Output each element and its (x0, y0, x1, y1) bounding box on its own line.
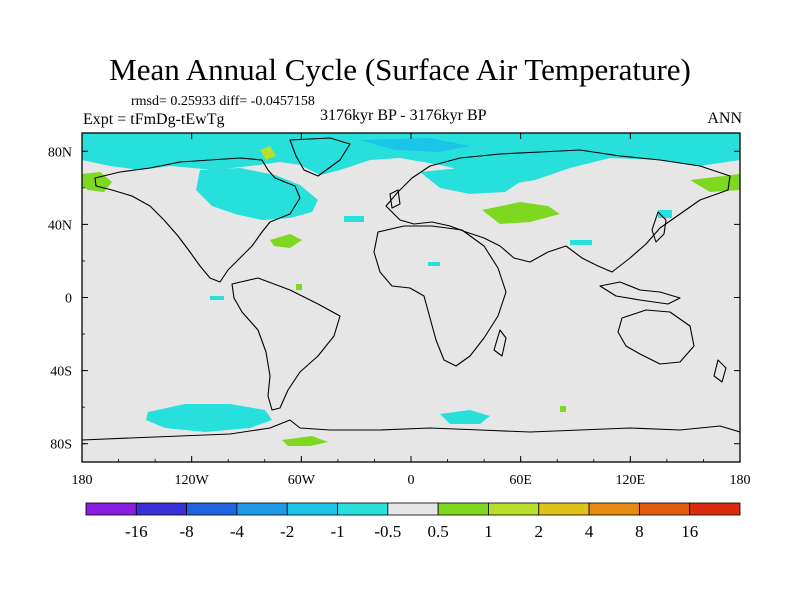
y-tick-label: 40N (48, 218, 72, 233)
colorbar-label: -2 (280, 522, 294, 541)
colorbar-label: 1 (484, 522, 493, 541)
colorbar-label: -0.5 (374, 522, 401, 541)
arctic-cooling-region (82, 133, 740, 186)
colorbar-label: 0.5 (428, 522, 449, 541)
colorbar: -16 -8 -4 -2 -1 -0.5 0.5 1 2 4 8 16 (85, 502, 741, 541)
coast-africa (373, 225, 507, 367)
central-asia-warming-region (482, 202, 560, 224)
coast-new-zealand (713, 359, 727, 383)
coast-maritime-continent (599, 281, 681, 305)
colorbar-swatch (286, 502, 338, 516)
greenland-warming-spot (260, 146, 276, 160)
season-label: ANN (707, 110, 742, 127)
small-cooling-patch (210, 296, 224, 300)
antarctic-warming-patch (282, 436, 328, 446)
colorbar-label: -16 (125, 522, 148, 541)
x-tick-label: 180 (730, 473, 751, 488)
colorbar-swatch (135, 502, 188, 516)
x-tick-label: 60E (509, 473, 532, 488)
coast-british-isles (389, 189, 401, 209)
colorbar-swatch (337, 502, 389, 516)
coast-south-america (231, 277, 341, 411)
stats-line: rmsd= 0.25933 diff= -0.0457158 (131, 94, 315, 109)
x-tick-label: 0 (408, 473, 415, 488)
east-siberia-warming-region (690, 174, 740, 192)
atlantic-warming-patch (270, 234, 302, 248)
colorbar-swatch (85, 502, 137, 516)
x-tick-label: 120W (175, 473, 210, 488)
small-cooling-patch (658, 210, 672, 218)
colorbar-label: -8 (180, 522, 194, 541)
coast-greenland (289, 137, 351, 177)
southern-ocean-cooling-region (146, 404, 272, 432)
colorbar-swatch (689, 502, 741, 516)
north-america-cooling-region (196, 168, 318, 220)
x-tick-label: 180 (72, 473, 93, 488)
small-cooling-patch (428, 262, 440, 266)
alaska-warming-region (82, 172, 112, 192)
colorbar-label: -4 (230, 522, 245, 541)
colorbar-swatch (387, 502, 439, 516)
chart-title: Mean Annual Cycle (Surface Air Temperatu… (109, 52, 691, 87)
colorbar-swatch (488, 502, 540, 516)
colorbar-swatch (236, 502, 288, 516)
anomaly-shading (82, 133, 740, 446)
small-warming-patch (560, 406, 566, 412)
coast-eurasia (385, 149, 731, 273)
small-warming-patch (296, 284, 302, 290)
y-tick-label: 80S (50, 438, 72, 453)
x-tick-label: 60W (288, 473, 316, 488)
colorbar-label: 16 (681, 522, 698, 541)
siberia-cooling-region (420, 168, 520, 194)
arctic-deeper-cooling (360, 138, 470, 152)
coast-antarctica (82, 419, 740, 441)
colorbar-label: -1 (330, 522, 344, 541)
small-cooling-patch (344, 216, 364, 222)
colorbar-swatch (638, 502, 691, 516)
experiment-label: Expt = tFmDg-tEwTg (83, 111, 225, 128)
colorbar-swatch (538, 502, 590, 516)
coast-australia (617, 309, 695, 365)
colorbar-label: 4 (585, 522, 594, 541)
southern-ocean-cooling-region-2 (440, 410, 490, 424)
colorbar-swatch (186, 502, 238, 516)
axis-ticks: 180 120W 60W 0 60E 120E 180 80N 40N 0 40S 80S (48, 133, 751, 488)
coast-japan (651, 211, 667, 243)
y-tick-label: 0 (65, 292, 72, 307)
colorbar-label: 8 (635, 522, 644, 541)
y-tick-label: 80N (48, 145, 72, 160)
coast-madagascar (493, 329, 507, 357)
coast-north-america (94, 157, 301, 283)
colorbar-swatch (437, 502, 489, 516)
coastlines (82, 137, 740, 441)
period-label: 3176kyr BP - 3176kyr BP (320, 107, 487, 124)
colorbar-swatch (588, 502, 640, 516)
y-tick-label: 40S (50, 365, 72, 380)
x-tick-label: 120E (616, 473, 646, 488)
colorbar-label: 2 (535, 522, 544, 541)
small-cooling-patch (570, 240, 592, 245)
